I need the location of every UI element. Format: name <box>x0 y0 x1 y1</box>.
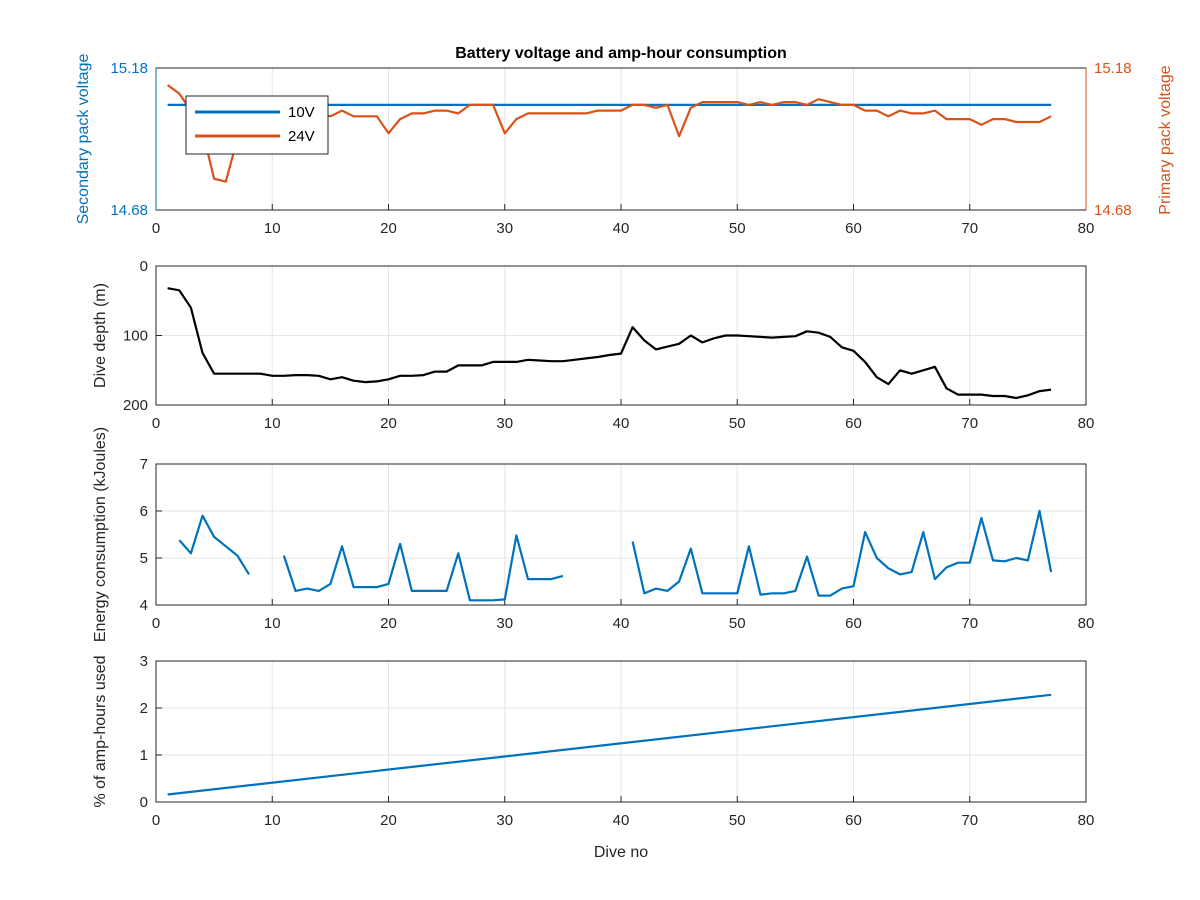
x-tick-label: 70 <box>961 812 978 829</box>
x-tick-label: 0 <box>152 220 160 237</box>
chart-panel-1: 0 10 20 30 40 50 60 70 8014.6815.1814.6815.18Sec… <box>75 45 1174 237</box>
x-tick-label: 0 <box>152 812 160 829</box>
x-tick-label: 30 <box>496 615 513 632</box>
x-tick-label: 10 <box>264 220 281 237</box>
y-tick-label: 0 <box>140 794 148 811</box>
y-axis-label-left: Secondary pack voltage <box>75 54 92 225</box>
y-tick-label: 6 <box>140 503 148 520</box>
y-tick-label: 7 <box>140 456 148 473</box>
x-tick-label: 0 <box>152 415 160 432</box>
y-axis-label: % of amp-hours used <box>92 655 109 807</box>
y-tick-label: 14.68 <box>110 202 148 219</box>
y-tick-label: 3 <box>140 653 148 670</box>
x-tick-label: 50 <box>729 812 746 829</box>
x-tick-label: 50 <box>729 415 746 432</box>
y-axis-label-right: Primary pack voltage <box>1157 65 1174 214</box>
x-tick-label: 10 <box>264 812 281 829</box>
axis-box <box>155 265 1087 406</box>
x-tick-label: 40 <box>613 415 630 432</box>
legend-label-24v: 24V <box>288 128 315 145</box>
x-tick-label: 30 <box>496 415 513 432</box>
x-tick-label: 70 <box>961 415 978 432</box>
x-tick-label: 80 <box>1078 812 1095 829</box>
y-tick-label: 1 <box>140 747 148 764</box>
x-tick-label: 20 <box>380 415 397 432</box>
series-line-1 <box>167 287 1052 400</box>
x-tick-label: 40 <box>613 220 630 237</box>
series-line-1-segment-3 <box>631 509 1053 597</box>
legend-box <box>185 95 329 155</box>
series-line-24v <box>166 84 1052 183</box>
x-tick-label: 80 <box>1078 220 1095 237</box>
series-line-1-segment-1 <box>178 514 250 575</box>
y-tick-label: 5 <box>140 550 148 567</box>
x-tick-label: 30 <box>496 812 513 829</box>
y-right-tick-label: 14.68 <box>1094 202 1132 219</box>
chart-panel-3: 0 10 20 30 40 50 60 70 80 4 5 6 7 Energy consumption … <box>92 427 1094 642</box>
x-tick-label: 70 <box>961 615 978 632</box>
x-tick-label: 20 <box>380 220 397 237</box>
y-tick-label: 0 <box>140 258 148 275</box>
x-tick-label: 50 <box>729 615 746 632</box>
x-tick-label: 10 <box>264 615 281 632</box>
y-tick-label: 200 <box>123 397 148 414</box>
y-axis-label: Dive depth (m) <box>92 283 109 388</box>
x-tick-label: 60 <box>845 220 862 237</box>
legend-label-10v: 10V <box>288 104 315 121</box>
y-axis-label: Energy consumption (kJoules) <box>92 427 109 642</box>
axis-box <box>155 463 1087 606</box>
x-tick-label: 80 <box>1078 615 1095 632</box>
y-right-tick-label: 15.18 <box>1094 60 1132 77</box>
x-tick-label: 50 <box>729 220 746 237</box>
series-line-1 <box>167 693 1052 796</box>
chart-panel-4: 0 10 20 30 40 50 60 70 80 0 1 2 3 % of amp-hours used… <box>92 653 1094 861</box>
x-tick-label: 40 <box>613 812 630 829</box>
x-tick-label: 60 <box>845 415 862 432</box>
x-tick-label: 10 <box>264 415 281 432</box>
x-tick-label: 30 <box>496 220 513 237</box>
y-tick-label: 2 <box>140 700 148 717</box>
chart-panel-2: 0 10 20 30 40 50 60 70 80 0 100 200 Dive depth (m) <box>92 258 1094 432</box>
x-tick-label: 80 <box>1078 415 1095 432</box>
x-tick-label: 60 <box>845 615 862 632</box>
x-tick-label: 40 <box>613 615 630 632</box>
x-axis-label: Dive no <box>594 844 648 861</box>
y-tick-label: 4 <box>140 597 148 614</box>
x-tick-label: 20 <box>380 812 397 829</box>
x-tick-label: 70 <box>961 220 978 237</box>
y-tick-label: 100 <box>123 328 148 345</box>
series-line-1-segment-2 <box>282 534 564 602</box>
x-tick-label: 0 <box>152 615 160 632</box>
chart-title: Battery voltage and amp-hour consumption <box>455 45 787 62</box>
axis-box <box>155 660 1087 803</box>
x-tick-label: 20 <box>380 615 397 632</box>
y-tick-label: 15.18 <box>110 60 148 77</box>
x-tick-label: 60 <box>845 812 862 829</box>
